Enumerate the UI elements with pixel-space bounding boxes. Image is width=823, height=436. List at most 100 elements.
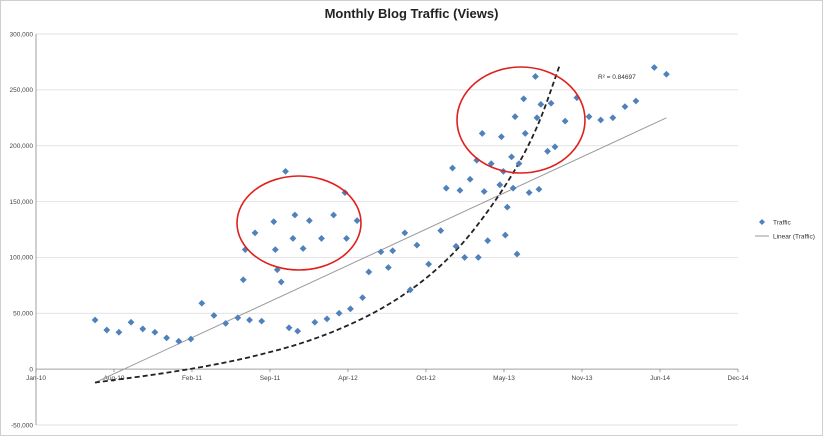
data-point <box>305 217 313 224</box>
data-point <box>484 237 492 245</box>
legend-label: Traffic <box>773 219 791 226</box>
x-tick-label: Jun-14 <box>650 375 670 382</box>
data-point <box>103 326 111 334</box>
data-point <box>330 211 338 219</box>
data-point <box>547 99 555 107</box>
data-point <box>151 328 159 336</box>
data-point <box>478 130 486 137</box>
data-point <box>401 229 409 237</box>
data-point <box>456 187 464 194</box>
y-tick-label: 0 <box>29 366 33 373</box>
y-tick-label: 100,000 <box>10 255 34 262</box>
data-point <box>466 175 474 183</box>
data-point <box>294 327 302 335</box>
data-point <box>270 218 278 226</box>
data-point <box>513 250 521 258</box>
x-tick-label: Aug-10 <box>104 375 125 382</box>
data-point <box>175 337 183 345</box>
data-point <box>449 164 456 172</box>
y-axis: -50,000 0 50,000 100,000 150,000 200,000 250,0… <box>10 31 37 429</box>
chart-title: Monthly Blog Traffic (Views) <box>324 6 499 21</box>
data-point <box>277 278 285 286</box>
data-point <box>291 211 299 219</box>
x-tick-label: Jan-10 <box>26 375 46 382</box>
data-point <box>544 147 551 155</box>
data-point <box>384 264 392 271</box>
data-point <box>532 73 539 80</box>
data-point <box>561 117 569 125</box>
y-tick-label: -50,000 <box>11 422 33 429</box>
data-point <box>537 100 545 108</box>
data-point <box>198 299 206 307</box>
y-tick-label: 50,000 <box>13 311 33 318</box>
data-point <box>461 254 469 261</box>
data-point <box>621 103 629 111</box>
data-point <box>632 97 640 105</box>
data-point <box>413 241 421 249</box>
data-point <box>353 217 361 224</box>
data-point <box>389 247 397 255</box>
data-point <box>442 184 450 192</box>
exponential-curve <box>94 64 561 384</box>
data-point <box>496 181 504 189</box>
data-point <box>551 143 559 151</box>
legend-marker <box>759 219 765 225</box>
data-point <box>289 235 297 242</box>
data-point <box>285 324 293 332</box>
data-point <box>251 229 259 237</box>
data-point <box>406 286 414 294</box>
data-point <box>474 254 482 261</box>
data-point <box>234 314 242 322</box>
data-point <box>535 185 543 193</box>
data-point <box>437 227 445 235</box>
data-point <box>480 188 488 195</box>
data-point <box>271 246 279 254</box>
data-point <box>311 318 319 326</box>
data-point <box>525 189 533 197</box>
data-point <box>521 130 529 137</box>
data-point <box>520 95 528 103</box>
data-point <box>487 160 495 167</box>
data-point <box>335 309 343 317</box>
data-point <box>509 184 517 192</box>
data-point <box>425 260 433 268</box>
data-point <box>533 114 541 122</box>
data-point <box>127 318 135 326</box>
x-tick-label: Sep-11 <box>260 375 281 382</box>
highlight-circle-middle <box>236 175 362 271</box>
data-point <box>163 334 171 342</box>
x-tick-label: Apr-12 <box>338 375 358 382</box>
x-tick-label: Nov-13 <box>572 375 593 382</box>
data-point <box>497 133 505 141</box>
data-point <box>139 325 147 333</box>
legend-label: Linear (Traffic) <box>773 233 815 240</box>
x-tick-label: Oct-12 <box>416 375 436 382</box>
data-point <box>609 114 617 122</box>
trendlines <box>94 64 667 384</box>
data-point <box>473 156 481 164</box>
data-point <box>663 70 670 78</box>
data-point <box>585 113 593 121</box>
data-point <box>365 268 373 276</box>
data-point <box>258 317 266 325</box>
data-point <box>299 245 307 252</box>
data-point <box>508 153 515 161</box>
gridlines <box>36 33 738 426</box>
data-point <box>323 315 331 323</box>
data-points <box>91 64 670 345</box>
data-point <box>318 235 325 242</box>
data-point <box>597 116 605 124</box>
legend: Traffic Linear (Traffic) <box>755 219 815 240</box>
data-point <box>115 328 123 336</box>
data-point <box>222 319 230 327</box>
x-axis: Jan-10 Aug-10 Feb-11 Sep-11 Apr-12 Oct-12 May-… <box>26 368 749 382</box>
data-point <box>511 113 519 121</box>
highlight-circle-right <box>456 66 586 174</box>
data-point <box>452 242 460 250</box>
data-point <box>282 168 289 175</box>
data-point <box>347 305 354 313</box>
data-point <box>187 335 195 343</box>
data-point <box>515 160 523 167</box>
x-tick-label: Feb-11 <box>182 375 202 382</box>
data-point <box>503 203 511 211</box>
